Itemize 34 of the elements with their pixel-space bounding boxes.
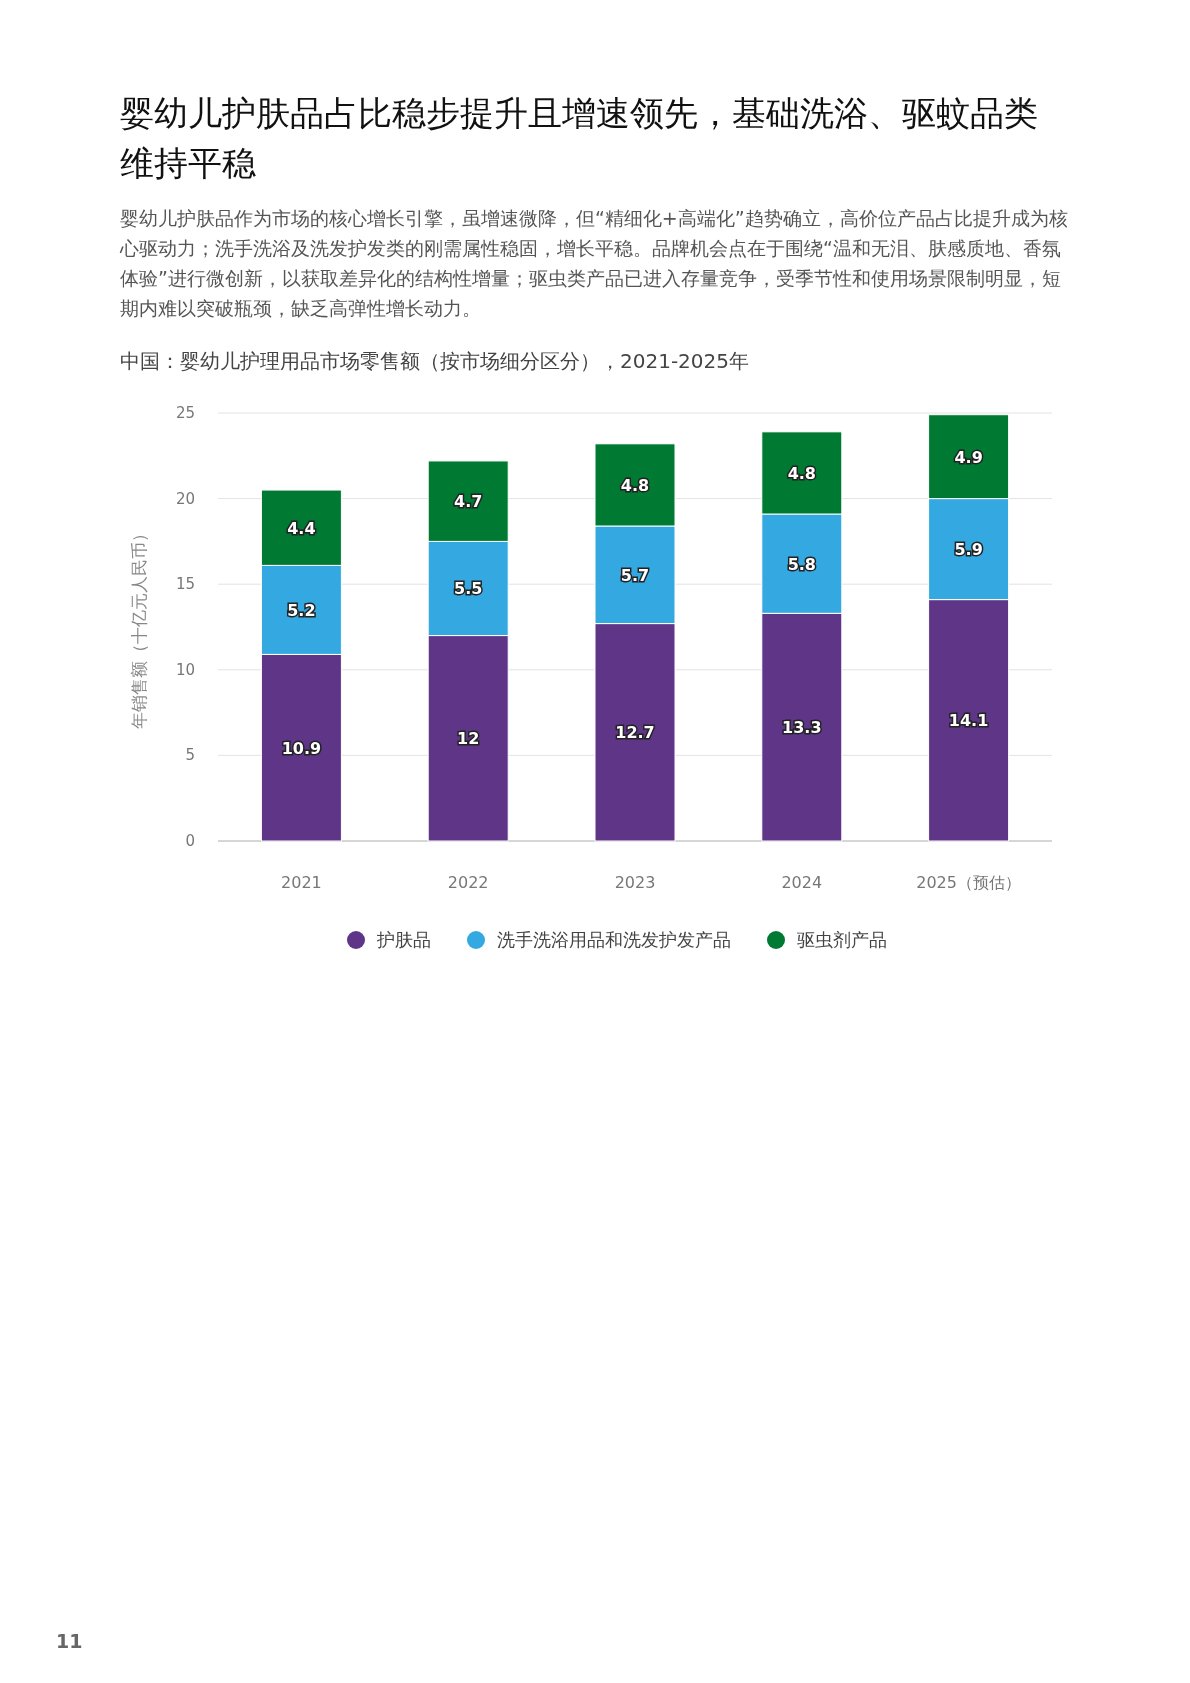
legend-label: 驱虫剂产品 (797, 929, 887, 950)
data-label: 5.9 (954, 540, 983, 560)
data-label: 4.4 (287, 518, 316, 538)
y-tick-label: 10 (175, 660, 195, 679)
x-tick-label: 2023 (614, 873, 656, 892)
legend-label: 护肤品 (376, 929, 431, 950)
y-tick-label: 25 (175, 404, 195, 422)
data-label: 14.1 (948, 711, 989, 731)
data-label: 5.8 (787, 554, 816, 574)
chart-title: 婴幼儿护肤品占比稳步提升且增速领先，基础洗浴、驱蚊品类维持平稳 (120, 92, 1039, 185)
data-label: 12.7 (615, 723, 655, 743)
y-axis-title: 年销售额（十亿元人民币） (129, 525, 149, 729)
data-label: 4.8 (787, 463, 816, 483)
x-tick-label: 2024 (781, 873, 823, 892)
data-label: 10.9 (281, 738, 322, 758)
x-tick-label: 2025（预估） (916, 873, 1021, 892)
chart-subtitle: 婴幼儿护肤品作为市场的核心增长引擎，虽增速微降，但“精细化+高端化”趋势确立，高价位产品占比提升成为核心驱动力；洗手洗浴及洗发护发类的刚需属性稳固，增长平稳。品牌机会点在于围绕“温和无泪、肤感质地、香氛体验”进行微创新，以获取差异化的结构性增量；驱虫类产品已进入存量竞争，受季节性和使用场景限制明显，短期内难以突破瓶颈，缺乏高弹性增长动力。 (120, 206, 1069, 321)
y-tick-label: 0 (185, 832, 195, 850)
text: 11 (56, 1630, 83, 1652)
y-tick-label: 5 (185, 746, 195, 765)
data-label: 13.3 (782, 718, 822, 738)
data-label: 4.7 (454, 492, 483, 512)
x-tick-label: 2021 (281, 873, 322, 892)
data-label: 12 (457, 729, 480, 749)
y-tick-label: 20 (175, 489, 195, 508)
data-label: 4.8 (620, 475, 650, 495)
legend-label: 洗手洗浴用品和洗发护发产品 (497, 929, 731, 950)
x-tick-label: 2022 (447, 873, 489, 892)
y-tick-label: 15 (175, 575, 195, 594)
data-label: 5.2 (287, 600, 316, 620)
text: 中国：婴幼儿护理用品市场零售额（按市场细分区分），2021-2025年 (120, 348, 750, 375)
data-label: 5.7 (620, 565, 650, 585)
data-label: 4.9 (954, 447, 983, 467)
data-label: 5.5 (454, 579, 483, 599)
